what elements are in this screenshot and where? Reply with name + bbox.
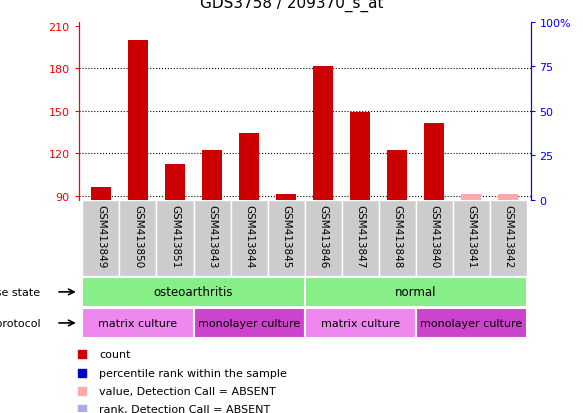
Bar	[416, 200, 453, 277]
Bar	[165, 165, 185, 200]
Text: GSM413846: GSM413846	[318, 204, 328, 267]
Text: osteoarthritis: osteoarthritis	[154, 286, 233, 299]
Text: GSM413847: GSM413847	[355, 204, 365, 267]
Bar	[82, 308, 194, 338]
Text: normal: normal	[395, 286, 437, 299]
Text: GSM413841: GSM413841	[466, 204, 476, 267]
Bar	[304, 278, 527, 307]
Bar	[194, 200, 230, 277]
Bar	[202, 151, 222, 200]
Bar	[453, 200, 490, 277]
Bar	[268, 200, 304, 277]
Bar	[461, 195, 482, 200]
Bar	[416, 308, 527, 338]
Text: monolayer culture: monolayer culture	[198, 318, 300, 328]
Text: count: count	[99, 349, 131, 360]
Text: value, Detection Call = ABSENT: value, Detection Call = ABSENT	[99, 387, 276, 396]
Bar	[350, 113, 370, 200]
Text: percentile rank within the sample: percentile rank within the sample	[99, 368, 287, 378]
Bar	[304, 308, 416, 338]
Text: GSM413844: GSM413844	[244, 204, 254, 267]
Bar	[156, 200, 194, 277]
Text: GSM413840: GSM413840	[429, 204, 439, 267]
Text: matrix culture: matrix culture	[99, 318, 177, 328]
Bar	[120, 200, 156, 277]
Bar	[424, 124, 444, 200]
Text: GSM413848: GSM413848	[392, 204, 402, 267]
Text: monolayer culture: monolayer culture	[420, 318, 522, 328]
Text: GSM413845: GSM413845	[281, 204, 291, 267]
Bar	[498, 195, 518, 200]
Bar	[313, 66, 333, 200]
Text: GSM413851: GSM413851	[170, 204, 180, 267]
Bar	[82, 278, 304, 307]
Text: GSM413850: GSM413850	[133, 204, 143, 267]
Text: disease state: disease state	[0, 287, 40, 297]
Bar	[490, 200, 527, 277]
Bar	[342, 200, 379, 277]
Bar	[128, 41, 148, 200]
Bar	[387, 151, 408, 200]
Bar	[239, 134, 259, 200]
Bar	[230, 200, 268, 277]
Text: matrix culture: matrix culture	[321, 318, 400, 328]
Text: GDS3758 / 209370_s_at: GDS3758 / 209370_s_at	[200, 0, 383, 12]
Text: GSM413843: GSM413843	[207, 204, 217, 267]
Text: rank, Detection Call = ABSENT: rank, Detection Call = ABSENT	[99, 404, 271, 413]
Text: GSM413842: GSM413842	[503, 204, 513, 267]
Bar	[379, 200, 416, 277]
Bar	[304, 200, 342, 277]
Bar	[276, 195, 296, 200]
Bar	[91, 188, 111, 200]
Bar	[82, 200, 120, 277]
Text: growth protocol: growth protocol	[0, 318, 40, 328]
Text: GSM413849: GSM413849	[96, 204, 106, 267]
Bar	[194, 308, 304, 338]
